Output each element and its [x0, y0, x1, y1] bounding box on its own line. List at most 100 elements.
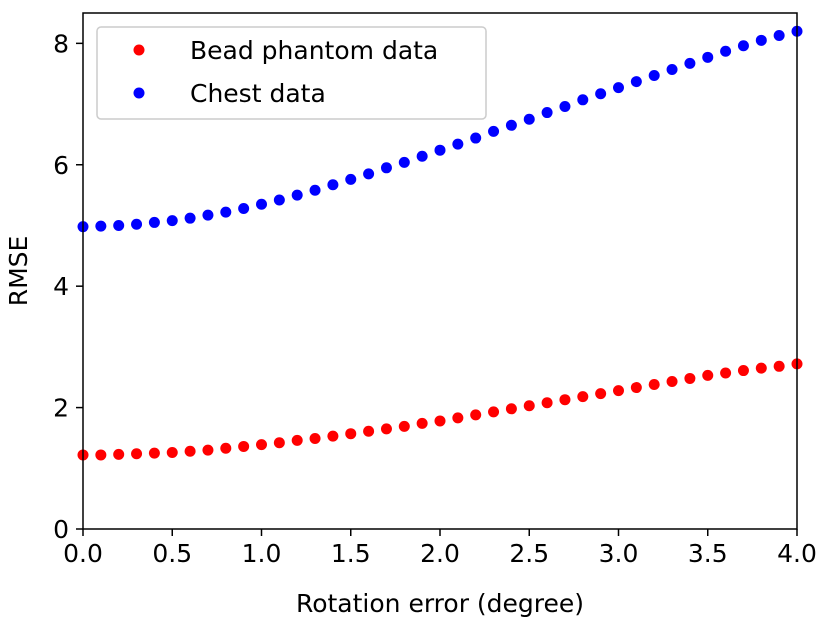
chest-point-39 [773, 29, 785, 41]
bead-point-9 [238, 440, 250, 452]
bead-point-6 [184, 445, 196, 457]
bead-point-27 [559, 394, 571, 406]
bead-point-25 [523, 400, 535, 412]
chest-point-4 [148, 216, 160, 228]
bead-point-33 [666, 375, 678, 387]
chest-point-32 [648, 70, 660, 82]
chest-point-21 [452, 138, 464, 150]
chest-point-18 [398, 156, 410, 168]
chest-point-6 [184, 212, 196, 224]
chest-point-26 [541, 107, 553, 119]
legend-box [96, 26, 487, 120]
bead-point-36 [720, 367, 732, 379]
bead-point-14 [327, 430, 339, 442]
bead-point-30 [613, 385, 624, 397]
bead-point-32 [648, 379, 660, 391]
x-axis-label: Rotation error (degree) [296, 589, 584, 618]
chest-point-35 [702, 51, 714, 63]
bead-point-11 [273, 437, 285, 449]
chest-point-31 [630, 76, 642, 88]
chest-point-1 [95, 220, 107, 232]
chest-point-30 [613, 82, 624, 94]
bead-point-29 [595, 388, 607, 400]
x-axis-ticks: 0.0 0.5 1.0 1.5 2.0 2.5 3.0 3.5 4.0 [63, 529, 817, 568]
bead-point-5 [166, 447, 178, 459]
chest-point-16 [363, 168, 375, 180]
bead-point-16 [363, 425, 375, 437]
bead-point-26 [541, 397, 553, 409]
chest-point-11 [273, 194, 285, 206]
bead-point-35 [702, 369, 714, 381]
bead-point-22 [470, 409, 482, 421]
bead-point-39 [773, 360, 785, 372]
x-tick-label-7: 3.5 [688, 539, 728, 568]
y-axis-label: RMSE [4, 236, 33, 307]
bead-point-15 [345, 428, 357, 440]
chest-point-8 [220, 206, 232, 218]
x-tick-label-1: 0.5 [152, 539, 192, 568]
bead-point-10 [256, 439, 267, 451]
bead-point-12 [291, 434, 303, 446]
chest-point-13 [309, 184, 321, 196]
legend-label-bead: Bead phantom data [190, 36, 438, 65]
x-tick-label-8: 4.0 [777, 539, 817, 568]
chest-point-12 [291, 189, 303, 201]
bead-point-20 [434, 415, 446, 427]
bead-point-17 [380, 423, 392, 435]
chest-point-9 [238, 202, 250, 214]
chest-point-25 [523, 113, 535, 125]
chest-point-22 [470, 132, 482, 144]
chest-point-15 [345, 173, 357, 185]
chest-point-19 [416, 150, 428, 162]
y-tick-label-2: 4 [53, 272, 69, 301]
chest-point-10 [256, 198, 267, 210]
legend-marker-bead [133, 44, 145, 56]
y-tick-label-4: 8 [53, 29, 69, 58]
x-tick-label-2: 1.0 [242, 539, 282, 568]
bead-point-24 [505, 403, 517, 415]
y-tick-label-3: 6 [53, 151, 69, 180]
bead-point-28 [577, 391, 589, 403]
legend-marker-chest [133, 87, 145, 99]
bead-point-18 [398, 420, 410, 432]
y-tick-label-1: 2 [53, 394, 69, 423]
bead-point-23 [488, 406, 500, 418]
chest-point-20 [434, 144, 446, 156]
x-tick-label-6: 3.0 [599, 539, 639, 568]
chest-point-7 [202, 209, 214, 221]
legend: Bead phantom data Chest data [96, 26, 487, 120]
legend-label-chest: Chest data [190, 79, 326, 108]
bead-point-31 [630, 382, 642, 394]
bead-point-4 [148, 447, 160, 459]
chest-point-29 [595, 88, 607, 100]
y-tick-label-0: 0 [53, 515, 69, 544]
bead-point-2 [113, 448, 125, 460]
bead-point-19 [416, 417, 428, 429]
chest-point-23 [488, 125, 500, 137]
y-axis-ticks: 0 2 4 6 8 [53, 29, 83, 544]
chest-point-28 [577, 94, 589, 106]
bead-point-3 [131, 448, 143, 460]
bead-point-1 [95, 449, 107, 461]
bead-point-7 [202, 444, 214, 456]
bead-point-13 [309, 433, 321, 445]
chest-point-33 [666, 63, 678, 75]
bead-point-21 [452, 412, 464, 424]
chest-point-36 [720, 45, 732, 57]
bead-point-37 [737, 365, 749, 377]
bead-point-8 [220, 442, 232, 454]
x-tick-label-0: 0.0 [63, 539, 103, 568]
plot-marks [77, 25, 803, 461]
x-tick-label-4: 2.0 [420, 539, 460, 568]
chest-point-27 [559, 100, 571, 112]
chest-point-34 [684, 57, 696, 69]
chest-point-24 [505, 119, 517, 131]
chest-point-3 [131, 218, 143, 230]
chest-point-17 [380, 162, 392, 174]
chest-point-14 [327, 179, 339, 191]
chest-point-5 [166, 215, 178, 227]
chest-point-37 [737, 40, 749, 52]
x-tick-label-5: 2.5 [509, 539, 549, 568]
bead-point-38 [755, 362, 767, 374]
